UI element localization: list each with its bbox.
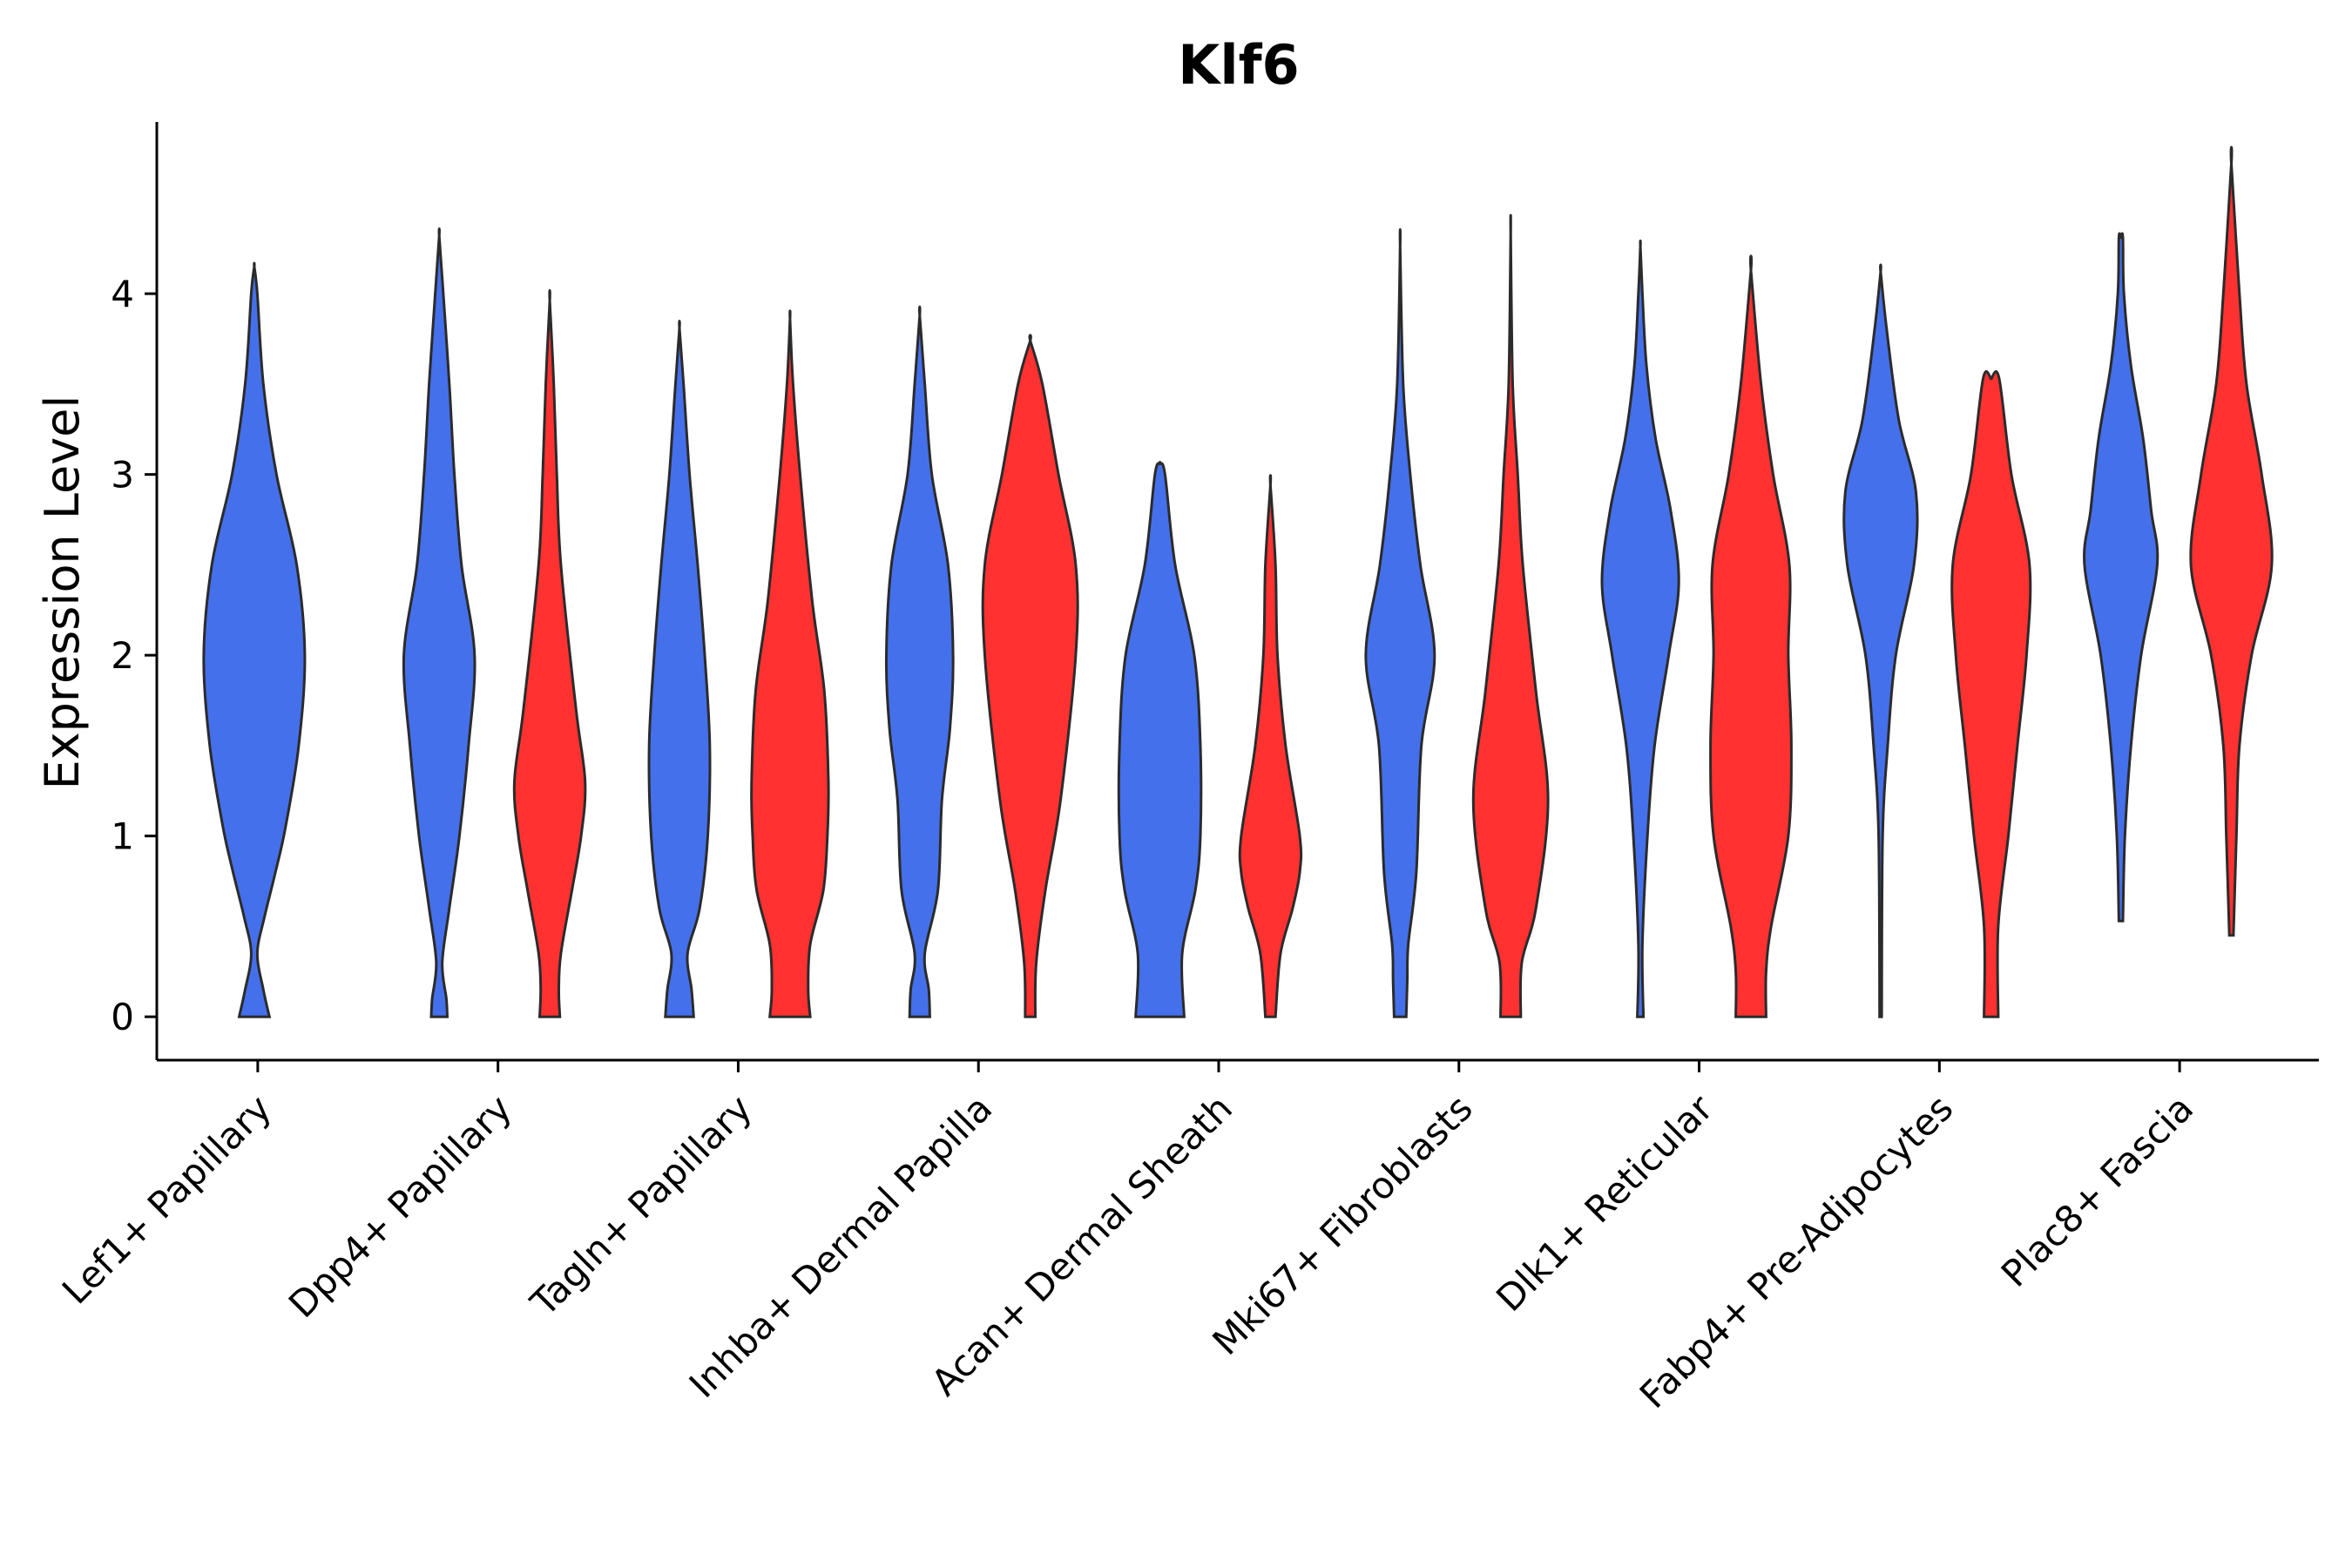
violin-7-blue xyxy=(1842,263,1919,1018)
x-axis: Lef1+ Papillary Dpp4+ Papillary Tagln+ Pap… xyxy=(54,1058,2319,1416)
chart-title: Klf6 xyxy=(1178,33,1299,97)
x-tick-label: Tagln+ Papillary xyxy=(522,1086,760,1324)
violin-8-blue xyxy=(2083,232,2159,923)
y-axis-label: Expression Level xyxy=(35,395,90,790)
violin-5-blue xyxy=(1364,227,1436,1018)
violin-1-blue xyxy=(402,226,476,1018)
y-tick-label: 0 xyxy=(111,996,134,1038)
y-tick-label: 3 xyxy=(111,454,134,497)
y-tick-label: 4 xyxy=(111,273,134,315)
x-tick-label: Dlk1+ Reticular xyxy=(1488,1086,1721,1320)
violin-5-red xyxy=(1471,213,1550,1018)
x-tick-label: Mki67+ Fibroblasts xyxy=(1204,1086,1480,1362)
x-tick-label: Lef1+ Papillary xyxy=(54,1086,280,1312)
y-axis: 0 1 2 3 4 xyxy=(111,122,159,1060)
violin-0-blue xyxy=(202,261,307,1018)
y-tick-label: 1 xyxy=(111,815,134,858)
violin-group xyxy=(202,145,2274,1018)
y-tick-label: 2 xyxy=(111,634,134,677)
x-tick-label: Dpp4+ Papillary xyxy=(280,1086,520,1326)
violin-3-blue xyxy=(884,305,955,1018)
violin-4-red xyxy=(1238,474,1303,1018)
violin-6-red xyxy=(1709,254,1793,1018)
violin-8-red xyxy=(2189,145,2274,937)
violin-1-red xyxy=(512,288,587,1018)
violin-2-red xyxy=(750,309,830,1018)
violin-6-blue xyxy=(1600,239,1680,1018)
violin-4-blue xyxy=(1117,461,1203,1018)
violin-3-red xyxy=(981,334,1079,1018)
violin-2-blue xyxy=(647,320,712,1018)
x-tick-label: Plac8+ Fascia xyxy=(1993,1086,2201,1294)
violin-7-red xyxy=(1950,370,2032,1018)
